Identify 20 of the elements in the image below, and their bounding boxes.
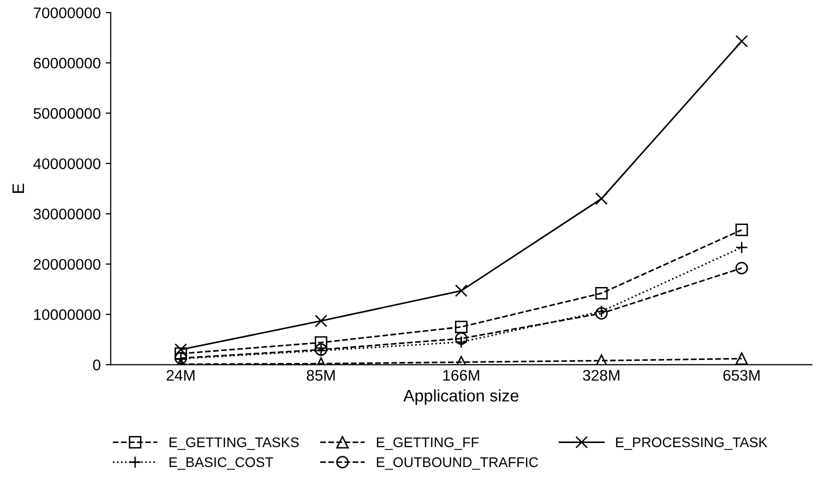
x-tick-label: 24M (166, 370, 194, 381)
legend-label: E_GETTING_FF (376, 437, 479, 450)
x-axis-title: Application size (403, 389, 518, 405)
legend-label: E_BASIC_COST (170, 457, 274, 470)
x-tick-label: 166M (443, 370, 480, 381)
y-tick-label: 20000000 (34, 258, 100, 270)
y-tick-label: 10000000 (34, 309, 100, 320)
legend-label: E_PROCESSING_TASK (616, 437, 768, 450)
x-tick-label: 328M (582, 370, 620, 381)
x-tick-label: 653M (723, 370, 760, 381)
y-tick-label: 60000000 (34, 58, 100, 69)
legend-label: E_GETTING_TASKS (170, 437, 299, 450)
legend-label: E_OUTBOUND_TRAFFIC (376, 457, 538, 470)
y-tick-label: 50000000 (34, 108, 100, 119)
x-tick-label: 85M (306, 370, 335, 381)
y-tick-label: 30000000 (34, 208, 100, 220)
y-tick-label: 70000000 (34, 7, 100, 18)
y-tick-label: 0 (93, 360, 100, 370)
y-axis-title: E (12, 184, 24, 193)
y-tick-label: 40000000 (33, 158, 100, 170)
